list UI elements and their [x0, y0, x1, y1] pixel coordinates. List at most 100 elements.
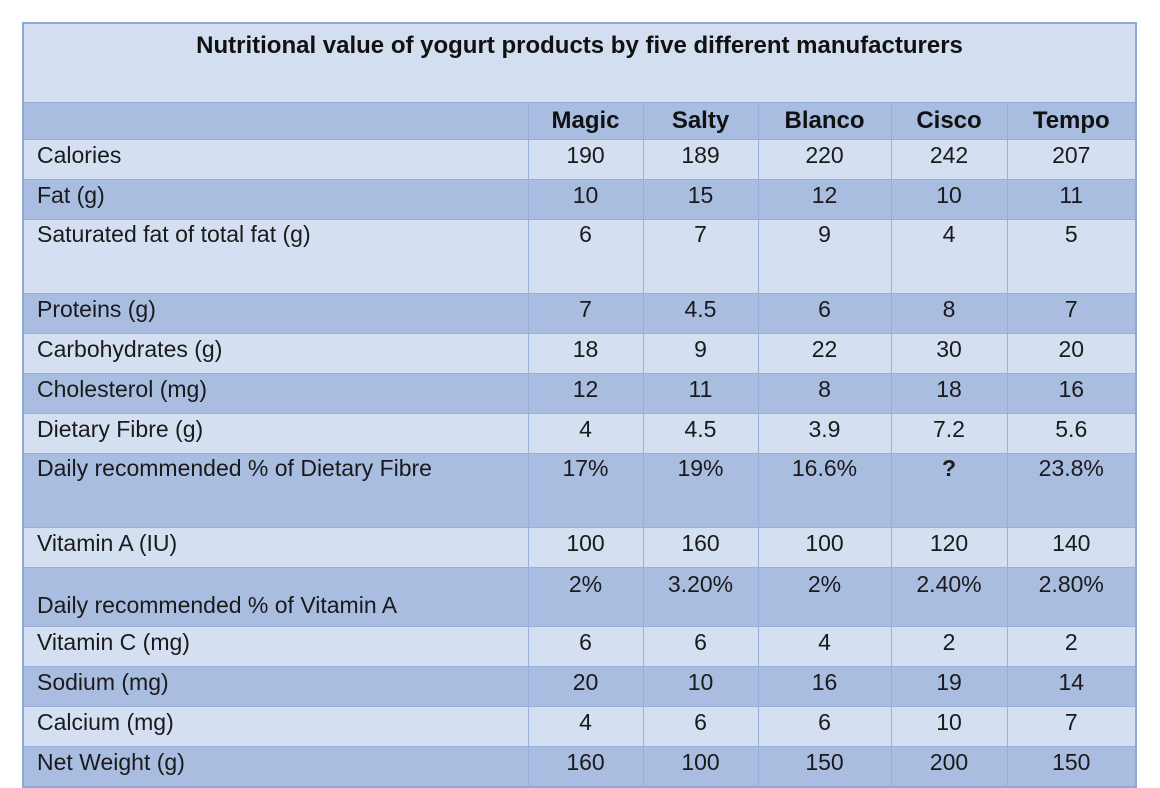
table-cell: 220 [757, 139, 892, 180]
header-row: Magic Salty Blanco Cisco Tempo [22, 102, 1137, 140]
table-cell: 190 [527, 139, 644, 180]
column-header: Cisco [890, 102, 1008, 140]
table-cell: 15 [642, 179, 759, 220]
table-cell: 4.5 [642, 293, 759, 334]
table-cell: 2 [1006, 626, 1137, 667]
table-cell: 6 [757, 293, 892, 334]
table-cell: 6 [757, 706, 892, 747]
table-cell: 9 [642, 333, 759, 374]
table-cell: 100 [527, 527, 644, 568]
table-cell: 150 [1006, 746, 1137, 788]
table-cell: 207 [1006, 139, 1137, 180]
table-cell: 6 [642, 626, 759, 667]
table-cell: 4 [527, 706, 644, 747]
table-cell: 18 [527, 333, 644, 374]
row-label: Dietary Fibre (g) [22, 413, 529, 454]
table-cell: 160 [642, 527, 759, 568]
table-cell: 12 [527, 373, 644, 414]
table-cell: 3.20% [642, 567, 759, 627]
table-cell: 11 [1006, 179, 1137, 220]
column-header: Tempo [1006, 102, 1137, 140]
row-label: Net Weight (g) [22, 746, 529, 788]
table-cell: 10 [890, 706, 1008, 747]
table-row: Vitamin C (mg) 6 6 4 2 2 [22, 626, 1137, 667]
table-row: Proteins (g) 7 4.5 6 8 7 [22, 293, 1137, 334]
table-cell: 9 [757, 219, 892, 294]
table-row: Calcium (mg) 4 6 6 10 7 [22, 706, 1137, 747]
row-label: Cholesterol (mg) [22, 373, 529, 414]
table-cell: 8 [890, 293, 1008, 334]
table-title: Nutritional value of yogurt products by … [22, 22, 1137, 103]
table-cell: 140 [1006, 527, 1137, 568]
table-cell: 7 [1006, 706, 1137, 747]
table-cell: 7.2 [890, 413, 1008, 454]
table-cell: 10 [642, 666, 759, 707]
table-cell: 22 [757, 333, 892, 374]
table-cell: 4 [527, 413, 644, 454]
row-label: Vitamin C (mg) [22, 626, 529, 667]
table-cell: 18 [890, 373, 1008, 414]
table-cell: 17% [527, 453, 644, 528]
table-cell: 4 [757, 626, 892, 667]
table-cell: 3.9 [757, 413, 892, 454]
table-cell: 6 [527, 219, 644, 294]
table-cell: 2 [890, 626, 1008, 667]
table-row: Carbohydrates (g) 18 9 22 30 20 [22, 333, 1137, 374]
title-row: Nutritional value of yogurt products by … [22, 22, 1137, 103]
table-cell: 2.40% [890, 567, 1008, 627]
table-cell: 242 [890, 139, 1008, 180]
table-row: Calories 190 189 220 242 207 [22, 139, 1137, 180]
table-cell: 7 [1006, 293, 1137, 334]
table-cell: 19 [890, 666, 1008, 707]
header-corner [22, 102, 529, 140]
table-cell: 5.6 [1006, 413, 1137, 454]
table-cell: 19% [642, 453, 759, 528]
nutrition-table: Nutritional value of yogurt products by … [22, 22, 1138, 788]
table-cell: 16.6% [757, 453, 892, 528]
table-cell: 7 [642, 219, 759, 294]
table-cell: 2% [527, 567, 644, 627]
table-cell: 189 [642, 139, 759, 180]
table-row: Vitamin A (IU) 100 160 100 120 140 [22, 527, 1137, 568]
table-cell: 120 [890, 527, 1008, 568]
table-cell: 8 [757, 373, 892, 414]
column-header: Magic [527, 102, 644, 140]
row-label: Calcium (mg) [22, 706, 529, 747]
table-cell: 150 [757, 746, 892, 788]
table-cell: 100 [757, 527, 892, 568]
table-cell: 10 [527, 179, 644, 220]
table-cell: 6 [642, 706, 759, 747]
table-cell: 16 [757, 666, 892, 707]
table-row: Saturated fat of total fat (g) 6 7 9 4 5 [22, 219, 1137, 294]
table-cell: 14 [1006, 666, 1137, 707]
table-cell: 2% [757, 567, 892, 627]
table-cell: 16 [1006, 373, 1137, 414]
table-row: Fat (g) 10 15 12 10 11 [22, 179, 1137, 220]
table-row: Dietary Fibre (g) 4 4.5 3.9 7.2 5.6 [22, 413, 1137, 454]
table-row: Sodium (mg) 20 10 16 19 14 [22, 666, 1137, 707]
table-cell: 10 [890, 179, 1008, 220]
table-cell: 6 [527, 626, 644, 667]
column-header: Blanco [757, 102, 892, 140]
table-cell: 20 [1006, 333, 1137, 374]
table-row: Net Weight (g) 160 100 150 200 150 [22, 746, 1137, 788]
table-cell: 200 [890, 746, 1008, 788]
row-label: Proteins (g) [22, 293, 529, 334]
table-row: Daily recommended % of Vitamin A 2% 3.20% 2… [22, 567, 1137, 627]
table-cell: 20 [527, 666, 644, 707]
table-row: Cholesterol (mg) 12 11 8 18 16 [22, 373, 1137, 414]
table-cell: 11 [642, 373, 759, 414]
table-cell: 4.5 [642, 413, 759, 454]
row-label: Daily recommended % of Vitamin A [22, 567, 529, 627]
table-cell: 4 [890, 219, 1008, 294]
row-label: Vitamin A (IU) [22, 527, 529, 568]
table-cell: 7 [527, 293, 644, 334]
table-cell: 30 [890, 333, 1008, 374]
table-cell: 2.80% [1006, 567, 1137, 627]
row-label: Saturated fat of total fat (g) [22, 219, 529, 294]
table-cell: ? [890, 453, 1008, 528]
table-cell: 12 [757, 179, 892, 220]
row-label: Daily recommended % of Dietary Fibre [22, 453, 529, 528]
row-label: Sodium (mg) [22, 666, 529, 707]
row-label: Fat (g) [22, 179, 529, 220]
